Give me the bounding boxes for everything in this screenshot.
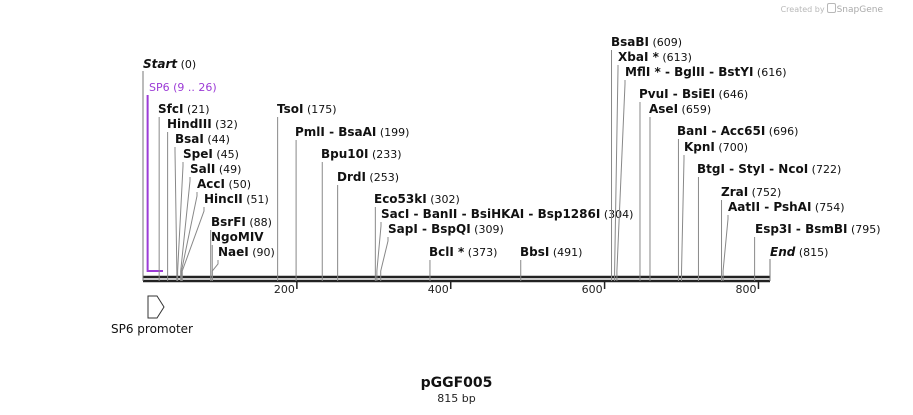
site-label-asei: AseI (659) [649,102,711,116]
plasmid-length: 815 bp [437,392,476,405]
site-label-pvui: PvuI - BsiEI (646) [639,87,748,101]
tick-label-400: 400 [428,283,449,296]
tick-label-600: 600 [582,283,603,296]
snapgene-credit: Created by SnapGene [781,3,883,15]
site-label-ngomiv: NgoMIV [211,230,264,244]
site-line-sali [180,177,191,281]
site-line-mfli [616,80,626,281]
site-label-zrai: ZraI (752) [721,185,781,199]
site-label-bsai: BsaI (44) [175,132,230,146]
site-label-spei: SpeI (45) [183,147,239,161]
site-label-esp3i: Esp3I - BsmBI (795) [755,222,881,236]
site-label-end: End (815) [770,245,828,259]
tick-label-800: 800 [735,283,756,296]
site-label-naei: NaeI (90) [218,245,275,259]
site-label-hincii: HincII (51) [204,192,269,206]
site-line-acci [180,192,198,281]
site-line-aatii [722,215,729,281]
site-label-start: Start (0) [143,57,196,71]
tick-label-200: 200 [274,283,295,296]
site-label-pmli: PmlI - BsaAI (199) [295,125,409,139]
site-label-mfli: MflI * - BglII - BstYI (616) [625,65,787,79]
site-label-sapi: SapI - BspQI (309) [388,222,504,236]
sp6-promoter-label: SP6 promoter [111,322,193,336]
site-line-kpni [681,155,685,281]
site-line-naei [211,260,219,281]
site-label-sali: SalI (49) [190,162,241,176]
sp6-promoter-arrow [147,295,165,319]
site-label-hindiii: HindIII (32) [167,117,238,131]
site-label-bsrfi: BsrFI (88) [211,215,272,229]
site-label-bsabi: BsaBI (609) [611,35,682,49]
primer-sp6-label: SP6 (9 .. 26) [149,81,217,94]
site-label-bbsi: BbsI (491) [520,245,582,259]
site-label-bani: BanI - Acc65I (696) [677,124,798,138]
site-line-bsai [174,147,178,281]
site-label-bpu10i: Bpu10I (233) [321,147,402,161]
site-label-tsoi: TsoI (175) [277,102,337,116]
site-line-hincii [181,207,205,281]
site-label-eco53ki: Eco53kI (302) [374,192,460,206]
plasmid-name: pGGF005 [420,375,493,391]
site-line-spei [177,162,184,281]
site-label-drdi: DrdI (253) [337,170,399,184]
credit-brand: SnapGene [836,5,883,15]
site-line-saci [376,222,382,281]
site-label-sfci: SfcI (21) [158,102,210,116]
site-label-acci: AccI (50) [197,177,251,191]
site-label-btgi: BtgI - StyI - NcoI (722) [697,162,841,176]
site-label-bcli: BclI * (373) [429,245,497,259]
site-line-sapi [380,237,389,281]
primer-sp6-bracket [146,95,164,272]
site-label-kpni: KpnI (700) [684,140,748,154]
credit-prefix: Created by [780,5,825,14]
site-line-xbai [614,65,619,281]
snapgene-logo-icon [826,3,836,13]
site-label-aatii: AatII - PshAI (754) [728,200,845,214]
site-label-xbai: XbaI * (613) [618,50,692,64]
site-label-saci: SacI - BanII - BsiHKAI - Bsp1286I (304) [381,207,633,221]
